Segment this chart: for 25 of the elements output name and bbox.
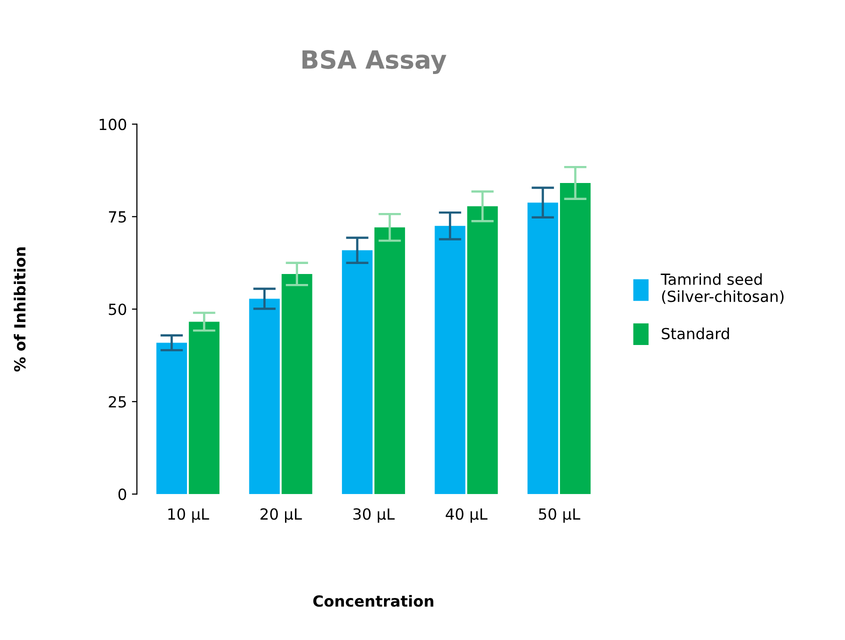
x-axis-title: Concentration	[313, 594, 434, 607]
bar	[188, 322, 220, 494]
bar	[434, 226, 466, 494]
bar	[282, 274, 312, 494]
y-tick-label: 0	[118, 488, 126, 500]
bar	[560, 182, 591, 494]
x-tick-label: 50 µL	[538, 508, 580, 523]
legend-label: Standard	[662, 328, 729, 340]
y-tick-label: 100	[100, 118, 126, 130]
bar	[249, 298, 280, 494]
x-tick-label: 30 µL	[353, 508, 395, 523]
y-tick-label: 50	[108, 304, 126, 316]
y-tick-label: 75	[108, 211, 126, 223]
bar	[374, 227, 406, 494]
x-tick-label: 20 µL	[260, 508, 302, 523]
chart-title: BSA Assay	[302, 50, 446, 74]
y-axis-title: % of Inhibition	[14, 247, 26, 372]
bar	[467, 206, 498, 494]
bar	[156, 342, 187, 494]
x-tick-label: 40 µL	[446, 508, 488, 523]
legend-label: Tamrind seed (Silver-chitosan)	[660, 273, 784, 304]
x-tick-label: 10 µL	[168, 508, 210, 523]
y-tick-label: 25	[108, 396, 126, 408]
bar	[528, 202, 558, 494]
bar	[342, 250, 373, 494]
